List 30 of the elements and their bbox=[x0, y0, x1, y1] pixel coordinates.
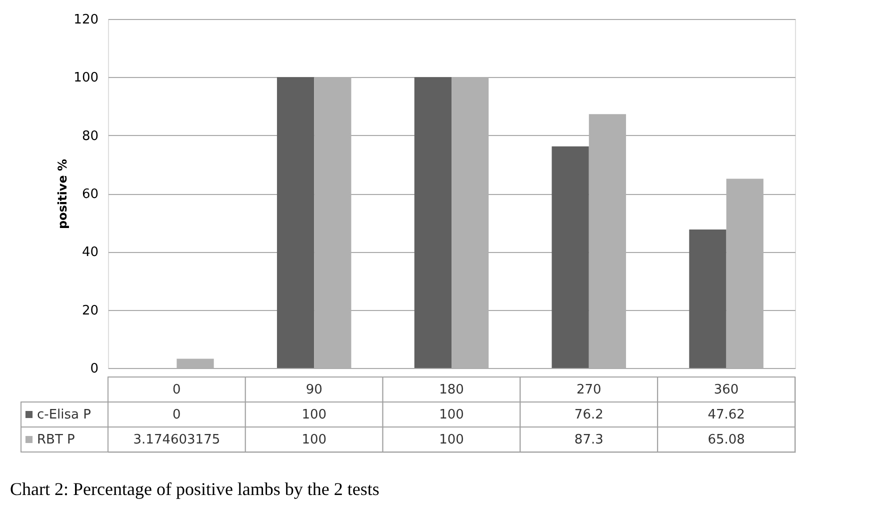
bar bbox=[276, 77, 314, 368]
x-tick-label: 90 bbox=[306, 382, 322, 398]
y-tick-label: 100 bbox=[74, 70, 98, 86]
bar bbox=[552, 146, 589, 368]
bar bbox=[689, 230, 726, 368]
bar bbox=[414, 77, 452, 368]
y-tick-label: 120 bbox=[74, 12, 98, 28]
y-tick-label: 60 bbox=[82, 187, 98, 202]
data-label: 87.3 bbox=[574, 432, 604, 448]
y-axis-title: positive % bbox=[56, 158, 70, 230]
data-label: 3.174603175 bbox=[133, 432, 220, 448]
data-label: 76.2 bbox=[574, 408, 604, 422]
data-label: 0 bbox=[172, 408, 181, 422]
x-tick-label: 0 bbox=[172, 382, 181, 398]
data-label: 65.08 bbox=[708, 432, 745, 448]
data-label: 47.62 bbox=[708, 408, 745, 422]
y-tick-label: 40 bbox=[82, 245, 98, 260]
y-tick-label: 20 bbox=[82, 303, 98, 318]
y-tick-label: 80 bbox=[82, 128, 98, 144]
legend-label: c-Elisa P bbox=[37, 408, 92, 422]
caption: Chart 2: Percentage of positive lambs by the 2 tests bbox=[10, 479, 380, 499]
x-tick-label: 270 bbox=[576, 382, 602, 398]
x-tick-label: 360 bbox=[714, 382, 739, 398]
data-label: 100 bbox=[302, 408, 327, 422]
data-label: 100 bbox=[302, 432, 327, 448]
data-label: 100 bbox=[439, 408, 464, 422]
legend-label: RBT P bbox=[37, 432, 76, 448]
data-label: 100 bbox=[439, 432, 464, 448]
y-tick-label: 0 bbox=[90, 362, 98, 376]
x-tick-label: 180 bbox=[439, 382, 464, 398]
